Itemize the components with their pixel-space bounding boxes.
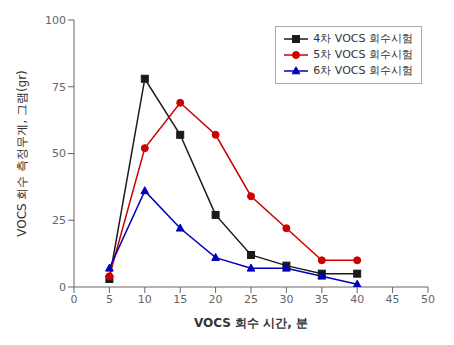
svg-text:VOCS 회수 측정무게, 그램(gr): VOCS 회수 측정무게, 그램(gr) [15, 70, 29, 237]
html-text:4차 VOCS 회수시험: 4차 VOCS 회수시험 [313, 32, 413, 45]
html-text:5차 VOCS 회수시험: 5차 VOCS 회수시험 [313, 48, 413, 61]
svg-text:50: 50 [52, 147, 66, 160]
html-text:6차 VOCS 회수시험: 6차 VOCS 회수시험 [313, 64, 413, 77]
svg-text:0: 0 [71, 293, 78, 306]
svg-text:10: 10 [138, 293, 152, 306]
svg-text:20: 20 [209, 293, 223, 306]
svg-text:25: 25 [52, 214, 66, 227]
svg-text:35: 35 [315, 293, 329, 306]
svg-text:25: 25 [244, 293, 258, 306]
svg-text:40: 40 [350, 293, 364, 306]
svg-text:100: 100 [45, 14, 66, 27]
svg-text:50: 50 [421, 293, 435, 306]
svg-text:VOCS 회수 시간, 분: VOCS 회수 시간, 분 [194, 316, 308, 330]
svg-text:75: 75 [52, 81, 66, 94]
svg-text:5: 5 [106, 293, 113, 306]
svg-text:30: 30 [279, 293, 293, 306]
svg-text:15: 15 [173, 293, 187, 306]
svg-text:0: 0 [59, 281, 66, 294]
svg-text:45: 45 [386, 293, 400, 306]
